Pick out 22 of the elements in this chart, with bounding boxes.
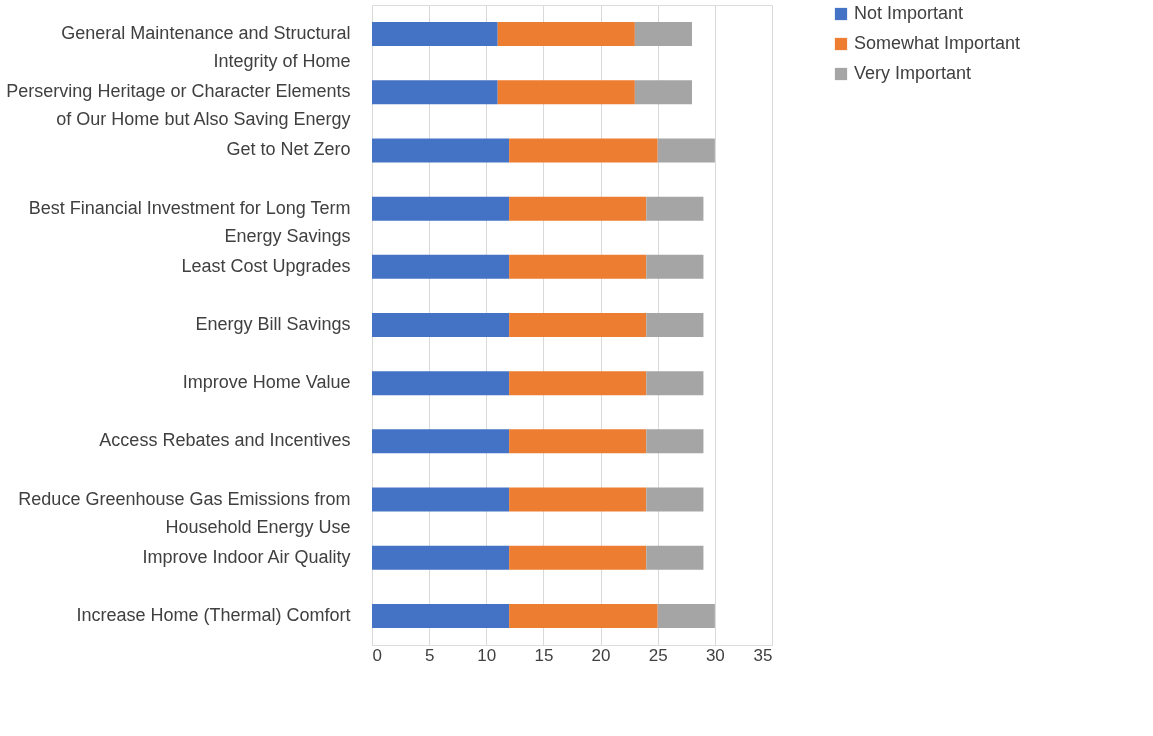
x-tick-label: 25	[648, 645, 668, 665]
legend-label: Somewhat Important	[854, 33, 1021, 53]
y-tick-label: Least Cost Upgrades	[181, 255, 351, 276]
y-tick-label: Increase Home (Thermal) Comfort	[76, 604, 351, 625]
x-tick-label: 5	[424, 645, 435, 665]
x-tick-label: 0	[372, 645, 382, 665]
y-tick-label: Best Financial Investment for Long Term Energy Savings	[28, 197, 351, 246]
y-tick-label: Access Rebates and Incentives	[99, 430, 351, 451]
y-tick-label: Improve Home Value	[182, 372, 351, 393]
legend-label: Not Important	[854, 3, 964, 23]
legend-label: Very Important	[854, 63, 972, 83]
y-tick-label: General Maintenance and Structural Integrity of Home	[61, 23, 351, 72]
y-tick-label: Improve Indoor Air Quality	[142, 546, 351, 567]
x-tick-label: 20	[591, 645, 611, 665]
y-tick-label: Perserving Heritage or Character Elements of Our Home but Also Saving Energy	[6, 81, 351, 130]
y-tick-label: Get to Net Zero	[226, 139, 351, 160]
x-tick-label: 15	[534, 645, 554, 665]
y-tick-label: Energy Bill Savings	[195, 314, 351, 334]
y-tick-label: Reduce Greenhouse Gas Emissions from Household Energy Use	[18, 488, 351, 537]
x-tick-label: 10	[477, 645, 497, 665]
x-tick-label: 35	[753, 645, 773, 665]
x-tick-label: 30	[705, 645, 725, 665]
